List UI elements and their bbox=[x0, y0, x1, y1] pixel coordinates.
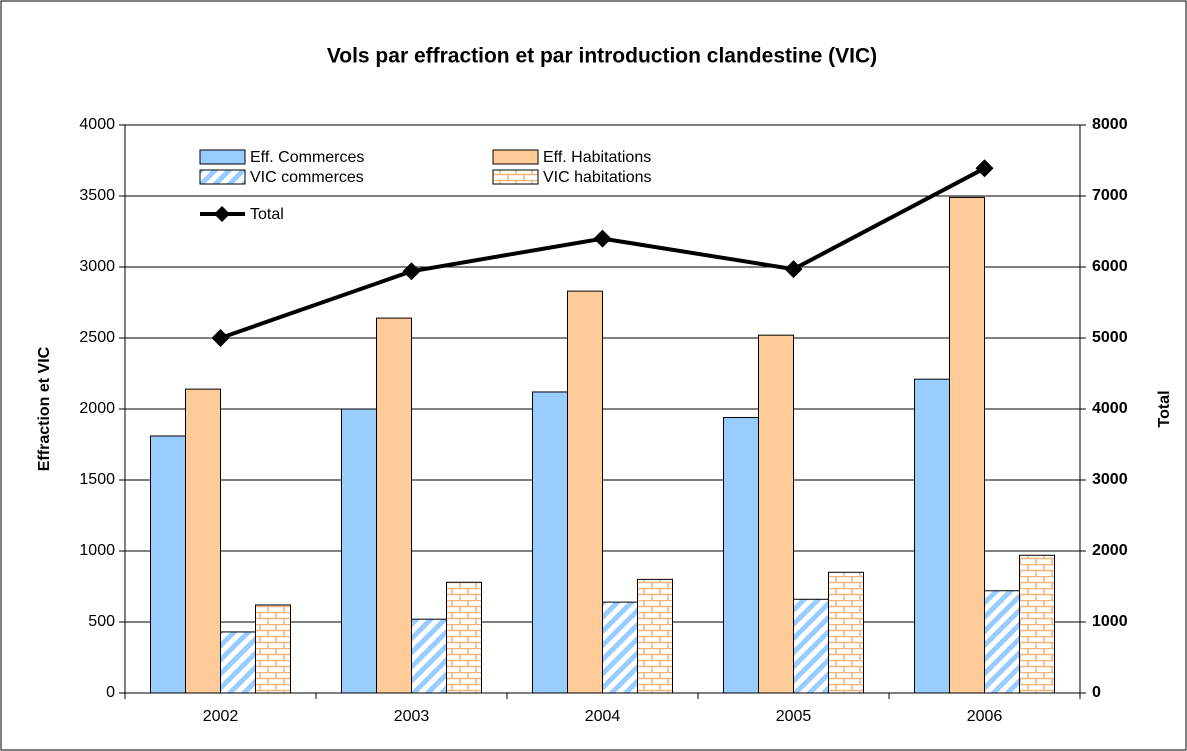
bar bbox=[984, 590, 1020, 694]
y2-tick-label: 0 bbox=[1092, 684, 1101, 701]
y2-tick-label: 8000 bbox=[1092, 116, 1128, 133]
bar bbox=[602, 601, 638, 694]
y-tick-label: 2500 bbox=[79, 329, 115, 346]
y2-tick-label: 7000 bbox=[1092, 187, 1128, 204]
legend-label: Eff. Commerces bbox=[250, 149, 364, 166]
legend-swatch bbox=[492, 169, 539, 185]
bar bbox=[637, 578, 673, 694]
bar bbox=[828, 571, 864, 694]
y2-axis-label: Total bbox=[1156, 390, 1173, 427]
bar bbox=[376, 317, 412, 694]
bar bbox=[793, 598, 829, 694]
legend-marker bbox=[214, 206, 230, 222]
y-tick-label: 3000 bbox=[79, 258, 115, 275]
y2-tick-label: 5000 bbox=[1092, 329, 1128, 346]
y-tick-label: 2000 bbox=[79, 400, 115, 417]
legend-swatch bbox=[492, 149, 539, 165]
bar bbox=[220, 631, 256, 694]
bar bbox=[411, 618, 447, 694]
bar bbox=[255, 604, 291, 694]
bar bbox=[914, 378, 950, 694]
x-tick-label: 2002 bbox=[203, 708, 239, 725]
y2-tick-label: 6000 bbox=[1092, 258, 1128, 275]
bar bbox=[1019, 554, 1055, 694]
legend-label: Total bbox=[250, 206, 284, 223]
bar bbox=[341, 408, 377, 694]
legend-swatch bbox=[199, 169, 246, 185]
chart-title: Vols par effraction et par introduction … bbox=[327, 45, 877, 68]
bar bbox=[723, 417, 759, 694]
y-tick-label: 1500 bbox=[79, 471, 115, 488]
y2-tick-label: 4000 bbox=[1092, 400, 1128, 417]
marker bbox=[784, 260, 803, 279]
y-tick-label: 4000 bbox=[79, 116, 115, 133]
marker bbox=[402, 262, 421, 281]
bar bbox=[150, 435, 186, 694]
legend-swatch bbox=[199, 149, 246, 165]
x-tick-label: 2005 bbox=[776, 708, 812, 725]
bar bbox=[758, 334, 794, 694]
bar bbox=[185, 388, 221, 694]
marker bbox=[593, 229, 612, 248]
legend-label: VIC commerces bbox=[250, 169, 364, 186]
y2-tick-label: 2000 bbox=[1092, 542, 1128, 559]
marker bbox=[211, 329, 230, 347]
x-tick-label: 2003 bbox=[394, 708, 430, 725]
bar bbox=[532, 391, 568, 694]
y2-tick-label: 3000 bbox=[1092, 471, 1128, 488]
legend-label: Eff. Habitations bbox=[543, 149, 651, 166]
bar bbox=[446, 581, 482, 694]
x-tick-label: 2006 bbox=[967, 708, 1003, 725]
bar bbox=[567, 290, 603, 694]
y-tick-label: 1000 bbox=[79, 542, 115, 559]
x-tick-label: 2004 bbox=[585, 708, 621, 725]
y-axis-label: Effraction et VIC bbox=[36, 346, 53, 471]
y2-tick-label: 1000 bbox=[1092, 613, 1128, 630]
y-tick-label: 3500 bbox=[79, 187, 115, 204]
y-tick-label: 500 bbox=[88, 613, 115, 630]
y-tick-label: 0 bbox=[106, 684, 115, 701]
marker bbox=[975, 159, 994, 178]
bar bbox=[949, 196, 985, 694]
legend-label: VIC habitations bbox=[543, 169, 652, 186]
